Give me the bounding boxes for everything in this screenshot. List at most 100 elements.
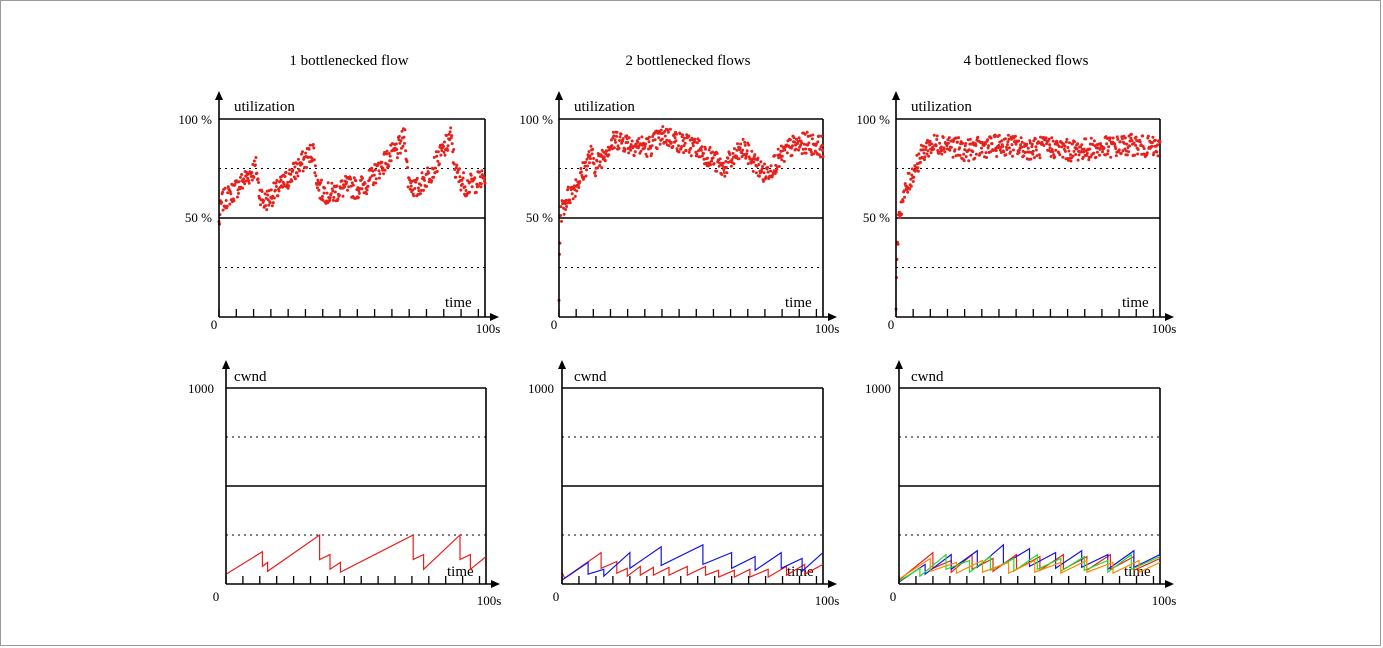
- scatter-point: [666, 128, 670, 132]
- scatter-point: [418, 192, 422, 196]
- scatter-point: [360, 187, 364, 191]
- cwnd-xlabel: time: [787, 564, 814, 580]
- scatter-point: [1134, 135, 1138, 139]
- scatter-point: [422, 188, 425, 192]
- scatter-point: [940, 152, 944, 156]
- scatter-point: [435, 154, 439, 158]
- scatter-point: [1122, 141, 1126, 145]
- scatter-point: [1067, 149, 1071, 153]
- scatter-point: [283, 175, 287, 178]
- scatter-point: [700, 154, 704, 158]
- scatter-point: [347, 185, 351, 189]
- scatter-point: [722, 168, 726, 172]
- scatter-point: [898, 216, 902, 220]
- scatter-point: [704, 147, 707, 151]
- scatter-point: [617, 146, 621, 150]
- scatter-point: [296, 174, 300, 178]
- scatter-point: [586, 164, 589, 168]
- scatter-point: [1039, 135, 1042, 139]
- scatter-point: [932, 133, 936, 137]
- scatter-point: [743, 143, 747, 147]
- scatter-point: [810, 137, 814, 141]
- scatter-point: [345, 180, 349, 184]
- scatter-point: [456, 170, 460, 174]
- scatter-point: [777, 165, 781, 168]
- scatter-point: [380, 160, 384, 164]
- scatter-point: [753, 153, 757, 157]
- scatter-point: [440, 149, 444, 152]
- scatter-point: [468, 190, 472, 194]
- scatter-point: [1068, 141, 1071, 145]
- scatter-point: [650, 152, 654, 156]
- scatter-point: [228, 202, 232, 206]
- scatter-point: [1073, 140, 1076, 144]
- scatter-point: [268, 201, 272, 205]
- scatter-point: [655, 147, 659, 151]
- scatter-point: [1116, 137, 1120, 141]
- scatter-point: [804, 147, 808, 151]
- scatter-point: [693, 137, 697, 141]
- scatter-point: [764, 175, 768, 179]
- scatter-point: [610, 144, 614, 148]
- y-axis-arrowhead: [215, 91, 223, 100]
- scatter-point: [224, 199, 228, 202]
- scatter-point: [946, 141, 950, 145]
- scatter-point: [745, 152, 749, 156]
- scatter-point: [941, 136, 945, 139]
- scatter-point: [1088, 147, 1092, 151]
- scatter-point: [741, 137, 745, 141]
- scatter-point: [1007, 137, 1011, 141]
- scatter-point: [1092, 151, 1096, 155]
- scatter-point: [1150, 144, 1154, 148]
- scatter-point: [1118, 140, 1122, 144]
- scatter-point: [634, 143, 638, 147]
- scatter-point: [1069, 153, 1072, 157]
- scatter-point: [998, 148, 1002, 152]
- util-ylabel: utilization: [574, 99, 635, 115]
- scatter-point: [721, 161, 725, 165]
- scatter-point: [992, 148, 996, 152]
- scatter-point: [802, 142, 806, 146]
- scatter-point: [1128, 144, 1131, 148]
- scatter-point: [616, 144, 620, 148]
- scatter-point: [618, 139, 621, 142]
- scatter-point: [443, 153, 447, 157]
- scatter-point: [711, 156, 715, 160]
- scatter-point: [447, 132, 451, 136]
- scatter-point: [700, 145, 704, 149]
- scatter-point: [934, 144, 938, 148]
- scatter-point: [426, 166, 430, 170]
- scatter-point: [395, 156, 399, 160]
- scatter-point: [463, 185, 467, 189]
- scatter-point: [668, 127, 672, 131]
- scatter-point: [1002, 150, 1006, 154]
- scatter-point: [953, 148, 957, 152]
- scatter-point: [457, 167, 461, 171]
- scatter-point: [1130, 132, 1133, 136]
- scatter-point: [697, 139, 701, 143]
- scatter-point: [671, 145, 675, 148]
- scatter-point: [237, 191, 240, 195]
- scatter-point: [319, 181, 322, 185]
- scatter-point: [395, 148, 399, 151]
- scatter-point: [939, 145, 943, 149]
- scatter-point: [995, 155, 999, 158]
- scatter-point: [740, 151, 744, 155]
- scatter-point: [1089, 136, 1093, 140]
- scatter-point: [1115, 135, 1119, 139]
- scatter-point: [1117, 148, 1121, 152]
- scatter-point: [627, 136, 631, 140]
- scatter-point: [605, 149, 609, 153]
- scatter-point: [1109, 155, 1113, 159]
- scatter-point: [300, 152, 303, 156]
- scatter-point: [470, 185, 474, 189]
- scatter-point: [626, 140, 630, 144]
- scatter-point: [760, 167, 764, 171]
- util-ylabel: utilization: [911, 99, 972, 115]
- cwnd-series-line: [898, 553, 1161, 582]
- scatter-point: [962, 152, 966, 156]
- scatter-point: [807, 141, 811, 145]
- scatter-point: [241, 186, 245, 190]
- y-axis-arrowhead: [892, 91, 900, 100]
